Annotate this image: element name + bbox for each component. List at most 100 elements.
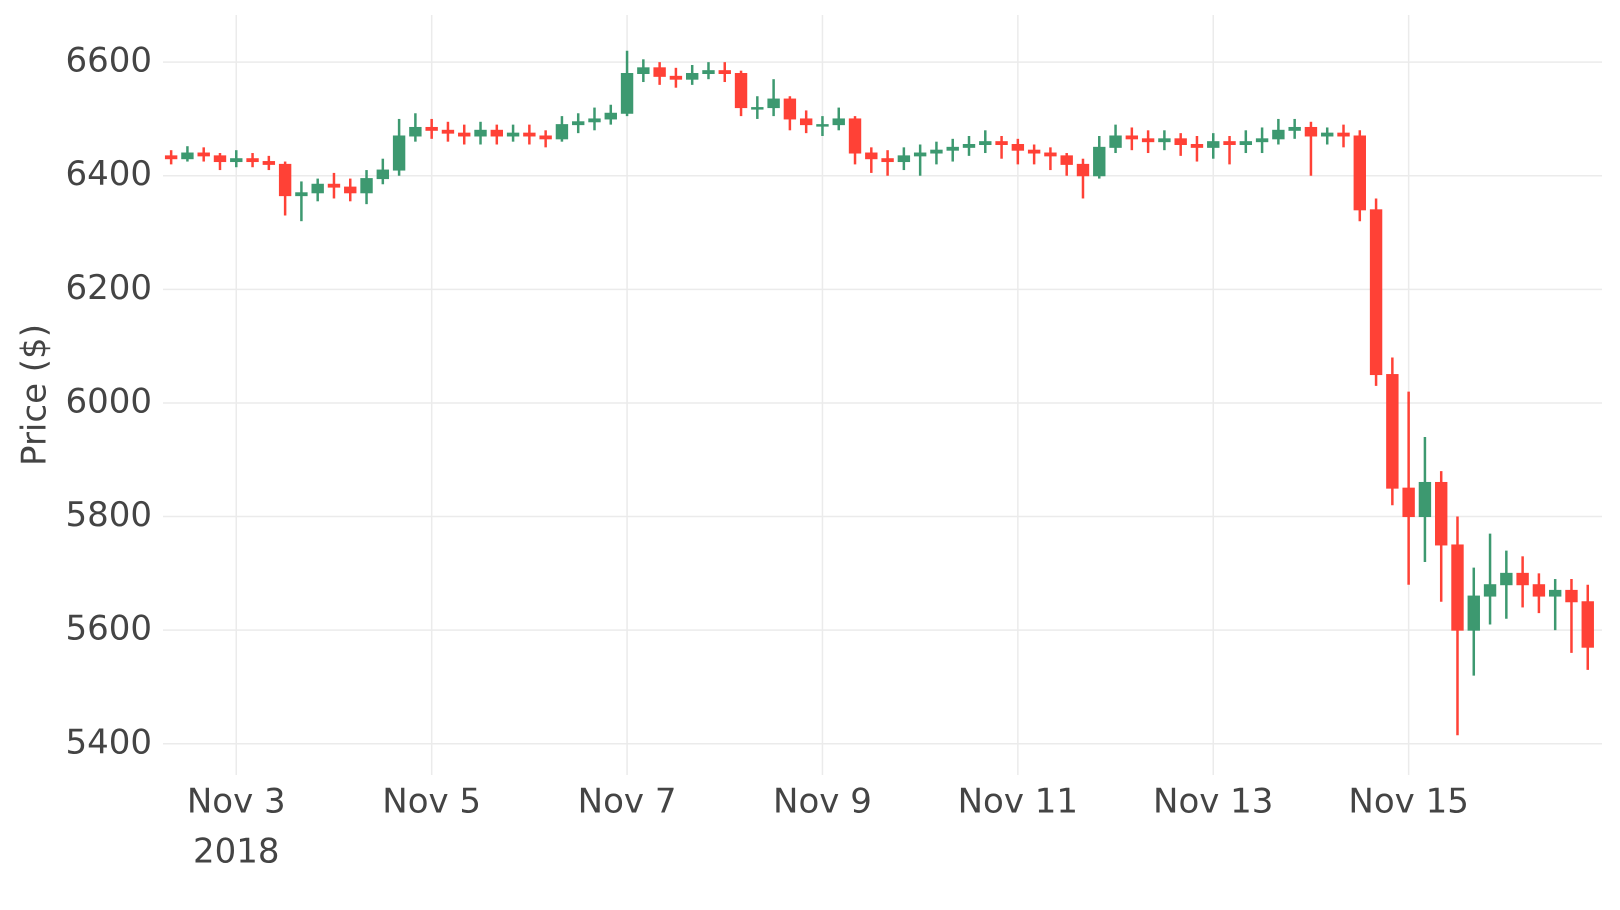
candle-body [506,132,520,137]
candle-body [799,118,813,126]
candle [230,150,243,168]
candle-body [1435,481,1448,546]
candle-body [458,132,471,137]
candle [506,124,520,142]
candle [1076,158,1090,199]
candle-body [1093,146,1106,177]
candle-body [1255,138,1269,143]
candle [392,118,406,176]
candle [1255,127,1269,154]
candle [1418,437,1432,562]
candle-body [734,73,748,109]
candle-body [930,149,943,154]
candle [311,178,324,202]
candle [197,147,210,162]
candle [1174,133,1187,156]
candle [1060,153,1073,176]
candle-body [946,146,959,151]
candle-body [555,124,569,140]
candle-body [653,67,666,77]
candle-body [376,169,390,180]
candle [702,62,715,80]
candle [1125,127,1139,151]
candle-body [1451,544,1464,631]
y-tick-label: 6200 [65,268,152,308]
candle-body [767,98,780,109]
candle-body [409,126,422,137]
candle-body [848,118,862,154]
candle-body [620,73,634,114]
candle-body [1239,141,1253,146]
y-tick-label: 6000 [65,381,152,421]
candle-body [1418,481,1432,518]
candle [1239,130,1253,154]
y-tick-label: 6600 [65,41,152,81]
candle [1109,124,1122,154]
candle [767,79,780,117]
candle [1451,516,1464,736]
candle-body [1272,129,1285,140]
candle [913,144,927,176]
candle-body [181,152,194,160]
candle [441,121,455,142]
candle [816,116,829,136]
candle-body [669,75,683,80]
candle-body [1288,126,1301,131]
candle-body [1369,209,1383,376]
candle-body [1500,572,1513,586]
candle-body [1109,135,1122,148]
candle-body [685,73,699,80]
candle-body [995,141,1008,146]
candle [458,124,471,145]
candle-body [197,152,210,157]
candle [1272,118,1285,145]
x-tick-label: Nov 13 [1153,782,1273,822]
candle [979,130,992,154]
candle-body [1337,132,1350,137]
candle [799,110,813,134]
candle [1402,391,1415,585]
candle-body [1581,601,1594,648]
candle [490,124,503,145]
candle-body [1467,595,1480,631]
x-tick-label: Nov 7 [578,782,677,822]
candle [1288,118,1301,139]
candle [327,172,341,199]
candle [946,138,959,162]
candle-body [1044,152,1057,157]
candle-body [278,163,292,197]
candle [832,107,845,131]
x-tick-label: Nov 3 [187,782,286,822]
x-tick-label: Nov 15 [1348,782,1468,822]
candle [246,153,259,168]
candle-body [1141,138,1155,143]
candle [213,153,227,171]
candle-body [425,126,438,131]
candle [523,124,536,145]
candle-body [474,129,487,137]
candle-body [164,155,178,160]
candle-body [979,141,992,146]
candle [1158,130,1171,151]
candle [897,147,911,171]
candle [1223,135,1236,165]
candle-body [1060,155,1073,165]
candle-body [816,124,829,127]
candle [734,70,748,117]
x-tick-label: Nov 5 [382,782,481,822]
candle-body [897,155,911,163]
candle-body [637,67,650,75]
y-tick-label: 5400 [65,722,152,762]
candle [1207,133,1220,159]
candle [1500,550,1513,619]
candle-body [588,118,601,123]
candle-body [490,129,503,137]
x-year-label: 2018 [193,832,280,872]
candle [1435,471,1448,602]
candle [409,113,422,142]
candle-body [1565,589,1578,603]
candle [1190,135,1204,162]
candle-body [1321,132,1334,137]
candle [1321,127,1334,145]
candle [669,67,683,88]
